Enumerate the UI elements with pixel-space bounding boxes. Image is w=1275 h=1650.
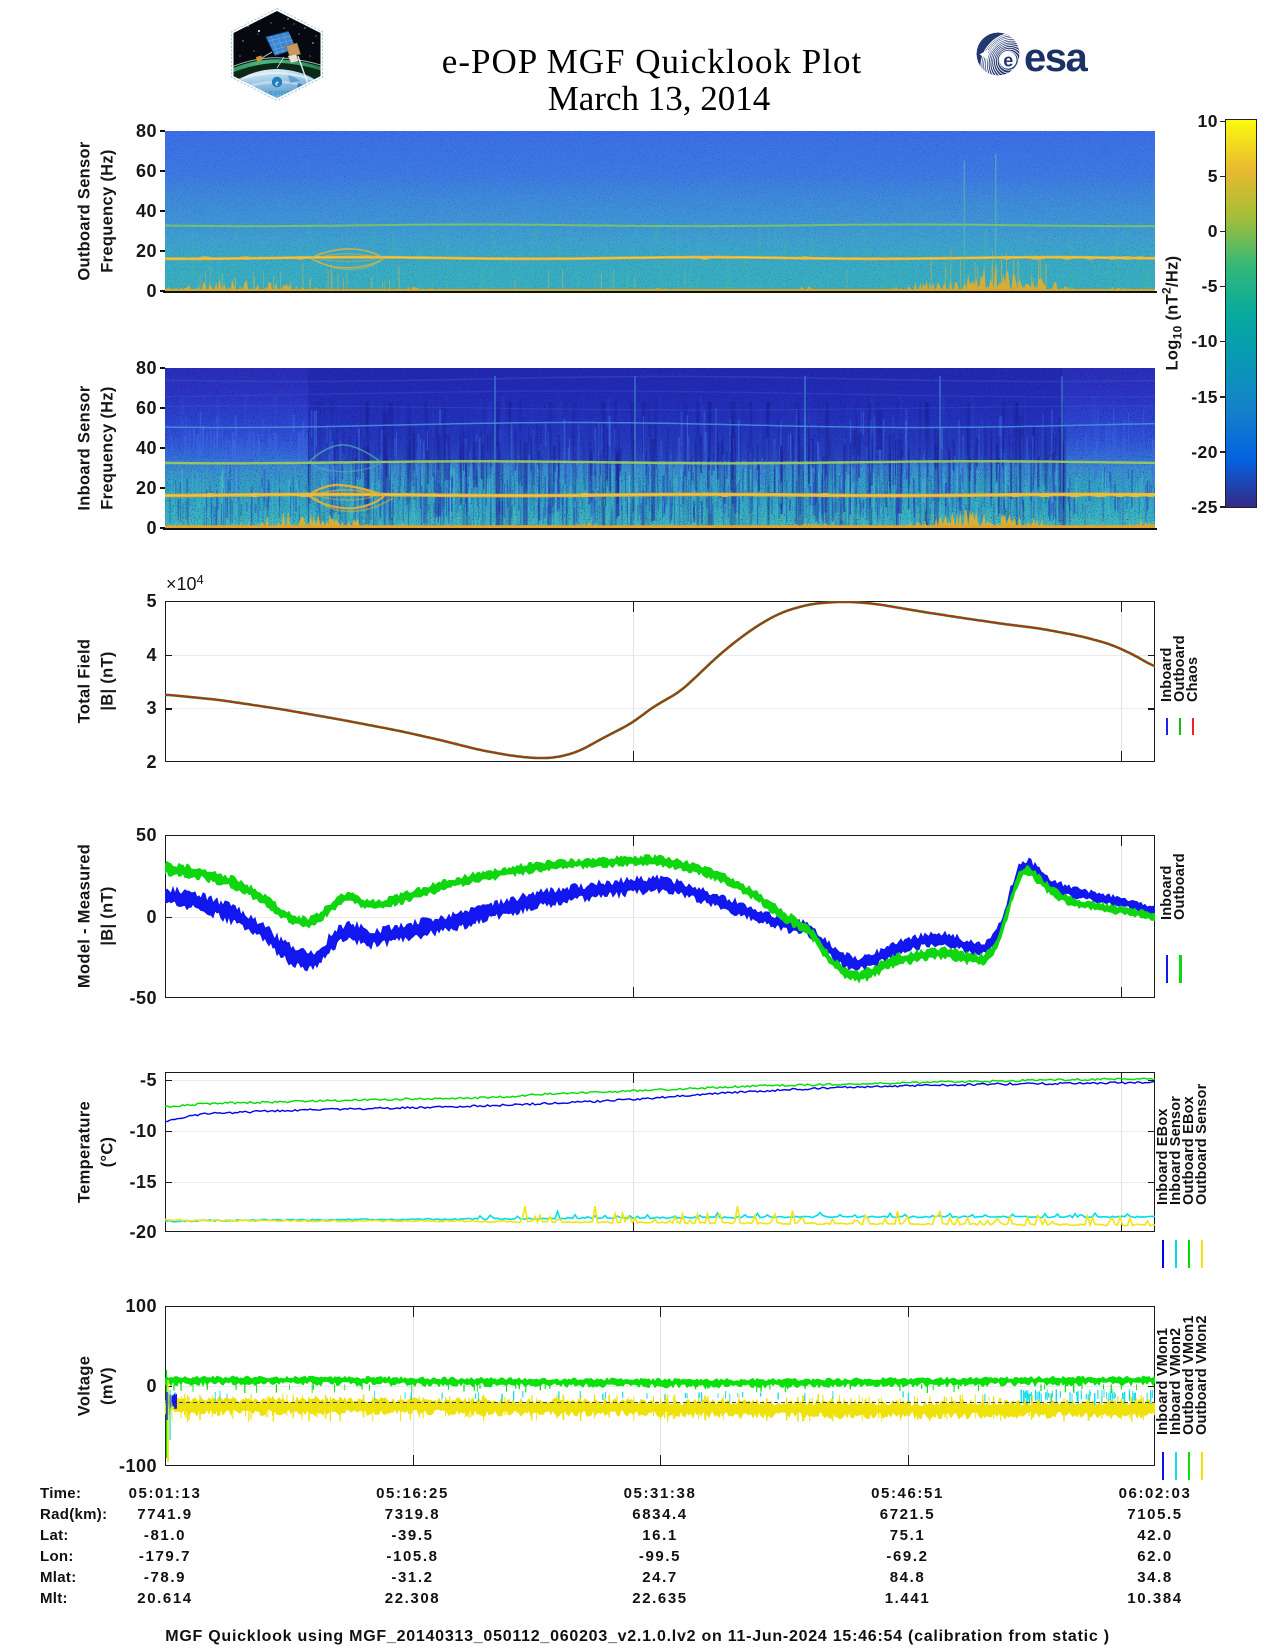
svg-text:e: e xyxy=(275,79,279,88)
svg-text:e: e xyxy=(1003,51,1013,71)
svg-text:CASSIOPE: CASSIOPE xyxy=(258,91,296,98)
svg-text:esa: esa xyxy=(1024,36,1088,80)
